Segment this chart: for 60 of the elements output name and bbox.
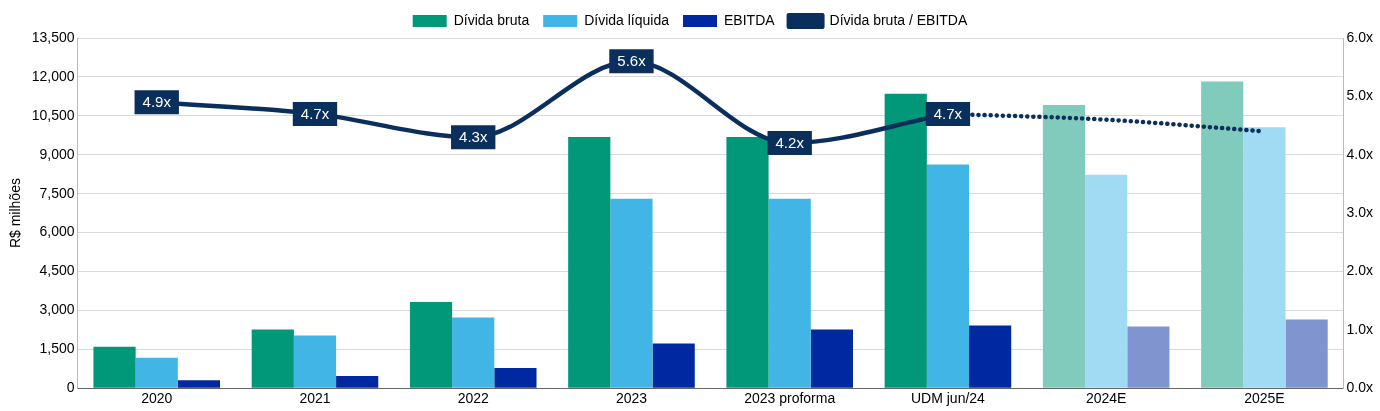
x-tick-label: 2020 [141, 390, 173, 407]
y-tick-label: 0 [66, 379, 75, 396]
bar [1085, 174, 1128, 388]
x-tick-label: 2021 [299, 390, 331, 407]
x-tick-label: 2024E [1085, 390, 1127, 407]
x-tick-label: 2022 [457, 390, 489, 407]
y2-tick-label: 3.0x [1346, 203, 1374, 220]
bar [926, 164, 970, 388]
bar [1201, 81, 1244, 388]
x-tick-label: UDM jun/24 [910, 390, 986, 407]
bar [135, 357, 178, 388]
y-tick-label: 12,000 [31, 67, 75, 84]
x-tick-label: 2025E [1244, 390, 1285, 407]
y-tick-label: 1,500 [39, 340, 75, 357]
bar [969, 325, 1012, 388]
data-label: 4.7x [300, 105, 330, 123]
bar [177, 380, 221, 388]
data-label: 4.2x [775, 134, 805, 152]
y-tick-label: 6,000 [39, 223, 75, 240]
data-label: 5.6x [617, 52, 647, 70]
bar [884, 93, 927, 388]
y-tick-label: 10,500 [31, 106, 75, 123]
bar [768, 198, 811, 388]
y-tick-label: 4,500 [39, 262, 75, 279]
data-label: 4.9x [142, 93, 172, 111]
bar [93, 346, 136, 388]
y2-tick-label: 1.0x [1346, 320, 1374, 337]
y-tick-label: 3,000 [39, 301, 75, 318]
legend-label: Dívida líquida [584, 11, 670, 28]
data-label: 4.3x [459, 128, 488, 146]
y-axis-title: R$ milhões [7, 178, 24, 249]
bar [726, 137, 769, 388]
x-tick-label: 2023 [615, 390, 648, 407]
y-tick-label: 9,000 [39, 145, 75, 162]
bar [494, 367, 537, 388]
bar [1042, 104, 1086, 388]
data-label: 4.7x [933, 105, 963, 123]
bar [452, 317, 495, 388]
bar [409, 302, 453, 388]
bar [610, 198, 653, 388]
bar [336, 376, 379, 388]
bar [568, 137, 611, 388]
legend-label: Dívida bruta [453, 11, 530, 28]
y2-tick-label: 2.0x [1346, 262, 1374, 279]
bar [1127, 326, 1170, 388]
x-tick-label: 2023 proforma [744, 390, 836, 407]
bar [1285, 319, 1328, 388]
bar [251, 329, 294, 388]
bar [1243, 127, 1286, 388]
y2-tick-label: 5.0x [1346, 87, 1374, 104]
legend-label: Dívida bruta / EBITDA [829, 11, 968, 28]
bar [652, 343, 695, 388]
legend-label: EBITDA [724, 11, 776, 28]
y-tick-label: 13,500 [31, 28, 75, 45]
bar [810, 329, 853, 388]
y2-tick-label: 0.0x [1346, 379, 1374, 396]
bar [293, 335, 337, 388]
y2-tick-label: 4.0x [1346, 145, 1374, 162]
y-tick-label: 7,500 [39, 184, 75, 201]
y2-tick-label: 6.0x [1346, 28, 1374, 45]
